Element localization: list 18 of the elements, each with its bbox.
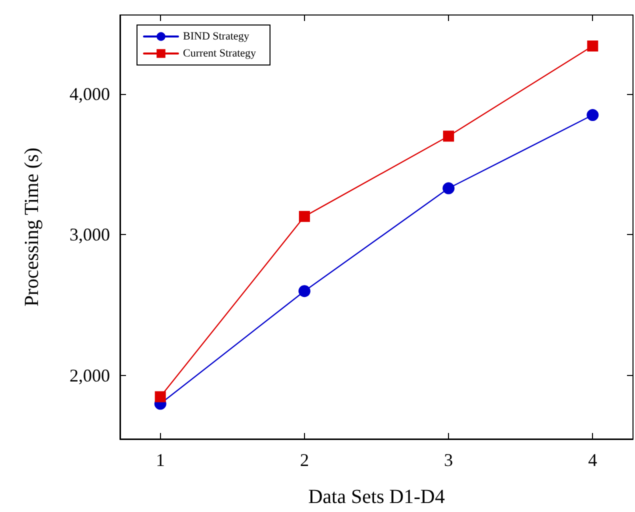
- legend-label: BIND Strategy: [183, 30, 250, 42]
- x-axis-title: Data Sets D1-D4: [308, 486, 445, 508]
- point: [298, 285, 310, 298]
- point: [443, 130, 454, 142]
- y-axis-title: Processing Time (s): [21, 148, 43, 306]
- y-tick-label: 4,000: [70, 84, 110, 104]
- x-tick-label: 1: [156, 450, 165, 470]
- y-tick-label: 3,000: [70, 224, 110, 245]
- point: [298, 210, 310, 222]
- x-tick-label: 4: [588, 450, 598, 470]
- x-tick-label: 2: [300, 450, 309, 470]
- y-tick-label: 2,000: [70, 366, 110, 386]
- x-tick-label: 3: [444, 450, 454, 470]
- point: [587, 40, 598, 52]
- legend-label: Current Strategy: [183, 48, 257, 60]
- point: [442, 182, 455, 194]
- point: [586, 109, 599, 122]
- point: [154, 391, 166, 402]
